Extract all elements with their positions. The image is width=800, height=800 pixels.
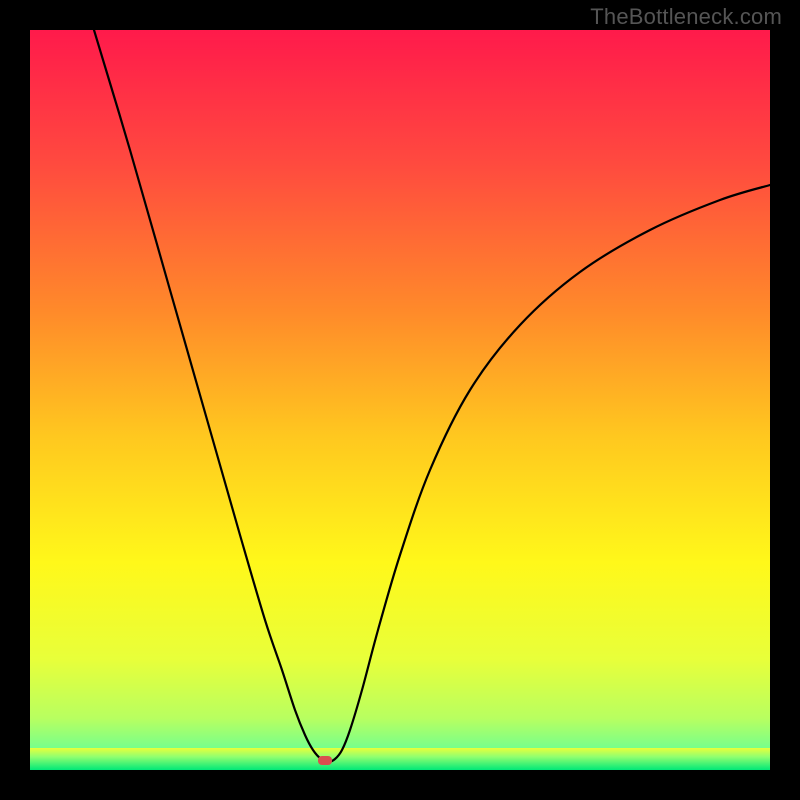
watermark-text: TheBottleneck.com [590, 4, 782, 30]
min-marker [318, 756, 332, 765]
plot-area [30, 30, 770, 770]
curve-path [94, 30, 770, 762]
bottleneck-curve [30, 30, 770, 770]
